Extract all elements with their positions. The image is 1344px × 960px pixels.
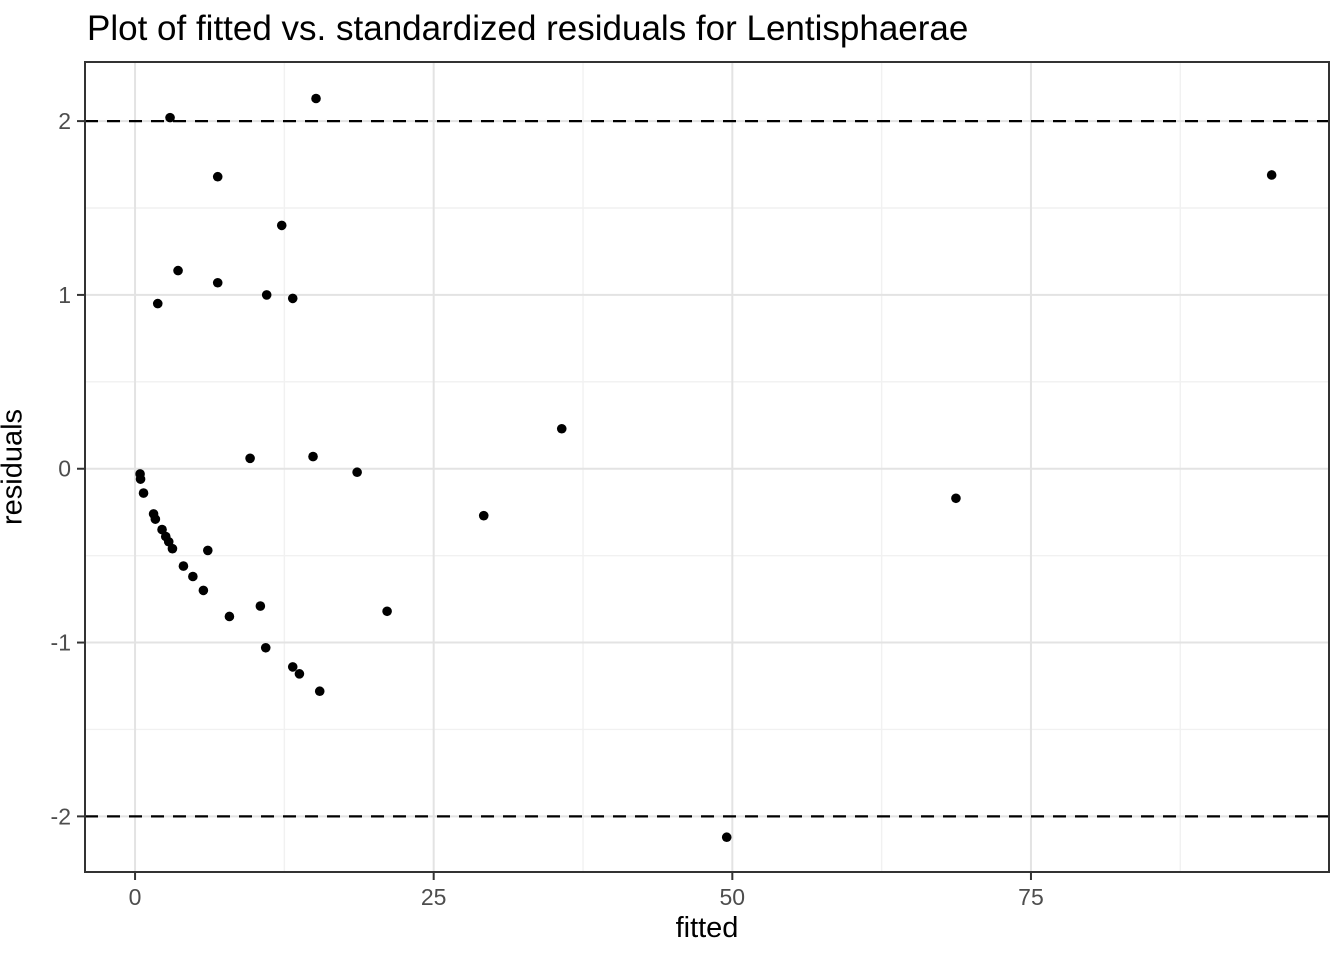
- data-point: [556, 423, 567, 434]
- y-axis-title-text: residuals: [0, 408, 29, 526]
- data-point: [152, 298, 163, 309]
- data-point: [261, 290, 272, 300]
- data-point: [352, 467, 362, 478]
- data-point: [138, 488, 149, 498]
- data-point: [202, 545, 213, 556]
- data-point: [255, 601, 266, 611]
- data-point: [721, 832, 732, 843]
- y-tick-label: 0: [58, 456, 71, 482]
- x-tick-label: 25: [421, 884, 447, 910]
- data-point: [287, 293, 298, 304]
- data-point: [287, 662, 298, 672]
- data-point: [311, 93, 321, 104]
- plot-title: Plot of fitted vs. standardized residual…: [87, 9, 969, 48]
- data-point: [165, 112, 175, 123]
- data-point: [308, 451, 318, 462]
- data-point: [314, 686, 325, 697]
- x-tick-label: 0: [129, 884, 142, 910]
- x-tick-label: 75: [1018, 884, 1044, 910]
- data-point: [276, 220, 287, 231]
- data-point: [294, 669, 305, 679]
- y-tick-label: 2: [58, 108, 71, 134]
- data-point: [245, 453, 255, 464]
- data-point: [212, 171, 223, 182]
- data-point: [150, 514, 161, 524]
- data-point: [212, 277, 223, 288]
- panel-border: [84, 61, 1330, 873]
- data-point: [173, 265, 183, 276]
- data-point: [260, 642, 271, 653]
- data-point: [382, 606, 392, 617]
- data-point: [167, 543, 178, 554]
- data-point: [1266, 170, 1277, 180]
- y-tick-label: -1: [51, 630, 71, 656]
- y-tick-label: -2: [51, 803, 71, 829]
- x-tick-label: 50: [720, 884, 746, 910]
- data-point: [178, 561, 189, 571]
- y-tick-label: 1: [58, 282, 71, 308]
- data-point: [188, 571, 198, 582]
- plot-panel: [85, 62, 1329, 872]
- data-point: [478, 510, 489, 521]
- data-point: [951, 493, 961, 504]
- data-point: [198, 585, 209, 596]
- data-point: [135, 474, 146, 484]
- x-axis-title: fitted: [675, 912, 739, 944]
- data-point: [224, 611, 235, 622]
